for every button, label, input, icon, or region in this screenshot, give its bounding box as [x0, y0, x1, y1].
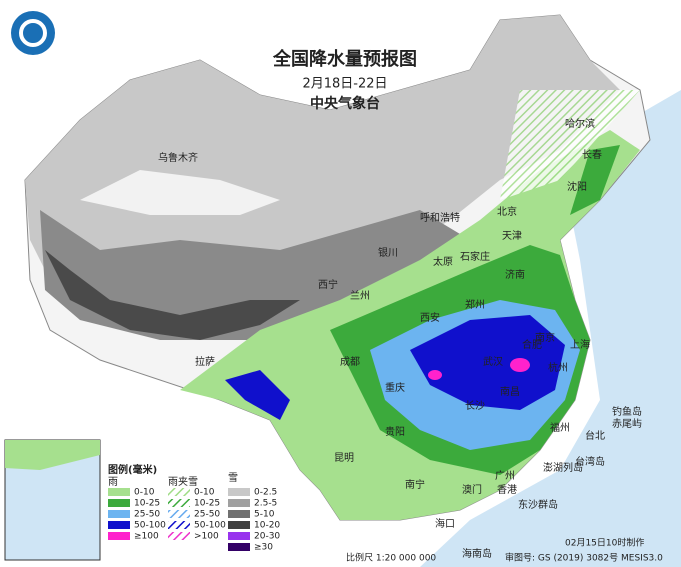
legend-label: 10-25	[134, 499, 160, 509]
city-label: 呼和浩特	[420, 212, 460, 224]
legend-label: 25-50	[134, 510, 160, 520]
inset-land	[5, 440, 100, 470]
sea	[420, 90, 681, 567]
legend-swatch	[168, 521, 190, 529]
rain-extreme	[428, 370, 442, 380]
city-label: 赤尾屿	[612, 418, 642, 430]
legend-swatch	[108, 488, 130, 496]
city-label: 贵阳	[385, 425, 405, 438]
city-label: 海南岛	[462, 547, 492, 560]
legend-label: 50-100	[134, 521, 166, 531]
legend-swatch	[108, 499, 130, 507]
legend-swatch	[228, 521, 250, 529]
made-time: 02月15日10时制作	[565, 537, 644, 549]
city-label: 南京	[535, 331, 555, 344]
legend-title: 图例(毫米)	[108, 463, 157, 476]
city-label: 兰州	[350, 289, 370, 302]
city-label: 哈尔滨	[565, 117, 595, 130]
legend-swatch	[228, 488, 250, 496]
city-label: 南宁	[405, 478, 425, 491]
city-label: 成都	[340, 356, 360, 368]
city-label: 澳门	[462, 483, 482, 496]
rain-storm	[410, 315, 565, 410]
rain-extreme	[510, 358, 530, 372]
city-label: 香港	[497, 484, 517, 496]
legend-label: >100	[194, 532, 219, 542]
legend-swatch	[228, 532, 250, 540]
city-label: 天津	[502, 230, 522, 242]
city-label: 北京	[497, 205, 517, 218]
city-label: 海口	[435, 517, 455, 530]
snow-moderate	[40, 210, 470, 340]
legend-label: 20-30	[254, 532, 280, 542]
legend-label: 50-100	[194, 521, 226, 531]
legend-label: ≥30	[254, 543, 273, 553]
legend-column-title: 雨	[108, 477, 118, 488]
map-title: 全国降水量预报图	[272, 48, 417, 70]
legend-swatch	[108, 510, 130, 518]
logo	[11, 11, 55, 55]
scale: 比例尺 1:20 000 000	[346, 552, 436, 564]
legend-swatch	[168, 499, 190, 507]
city-label: 长沙	[465, 400, 485, 412]
city-label: 福州	[550, 421, 570, 434]
city-label: 乌鲁木齐	[158, 151, 198, 164]
legend: 图例(毫米)雨0-1010-2525-5050-100≥100雨夹雪0-1010…	[108, 463, 280, 553]
city-label: 南昌	[500, 385, 520, 398]
city-label: 广州	[495, 470, 515, 482]
logo-mark	[19, 19, 47, 47]
snow-light	[80, 170, 280, 215]
city-label: 上海	[570, 338, 590, 351]
city-label: 杭州	[548, 361, 568, 374]
city-label: 石家庄	[460, 250, 490, 263]
legend-label: 10-25	[194, 499, 220, 509]
legend-column-title: 雨夹雪	[168, 475, 198, 488]
city-label: 银川	[378, 246, 398, 259]
agency: 中央气象台	[310, 95, 380, 112]
city-label: 台湾岛	[575, 455, 605, 468]
rain-storm	[225, 370, 290, 420]
city-label: 合肥	[522, 338, 542, 351]
legend-swatch	[168, 488, 190, 496]
city-label: 澎湖列岛	[543, 461, 583, 474]
city-label: 拉萨	[195, 355, 215, 368]
legend-swatch	[228, 510, 250, 518]
legend-label: 2.5-5	[254, 499, 277, 509]
legend-swatch	[168, 532, 190, 540]
city-label: 西安	[420, 311, 440, 324]
city-label: 济南	[505, 268, 525, 281]
city-label: 太原	[433, 255, 453, 268]
legend-label: 0-10	[134, 488, 155, 498]
legend-label: 10-20	[254, 521, 280, 531]
city-label: 昆明	[334, 452, 354, 464]
legend-swatch	[228, 543, 250, 551]
snow-heavy	[45, 250, 300, 340]
legend-column-title: 雪	[228, 472, 238, 484]
city-label: 东沙群岛	[518, 498, 558, 511]
city-label: 西宁	[318, 278, 338, 291]
city-label: 长春	[582, 149, 602, 161]
city-label: 钓鱼岛	[612, 405, 642, 418]
city-label: 重庆	[385, 381, 405, 394]
legend-swatch	[108, 532, 130, 540]
map-subtitle: 2月18日-22日	[302, 77, 387, 92]
legend-swatch	[228, 499, 250, 507]
legend-label: 25-50	[194, 510, 220, 520]
city-label: 沈阳	[567, 180, 587, 193]
legend-label: 0-2.5	[254, 488, 277, 498]
city-label: 郑州	[465, 298, 485, 311]
legend-label: 0-10	[194, 488, 215, 498]
sleet-area	[500, 90, 640, 200]
rain-moderate	[570, 145, 620, 215]
approval: 审图号: GS (2019) 3082号 MESIS3.0	[505, 552, 663, 564]
legend-label: ≥100	[134, 532, 159, 542]
legend-label: 5-10	[254, 510, 275, 520]
city-label: 武汉	[483, 355, 503, 368]
legend-swatch	[168, 510, 190, 518]
city-label: 台北	[585, 429, 605, 442]
legend-swatch	[108, 521, 130, 529]
